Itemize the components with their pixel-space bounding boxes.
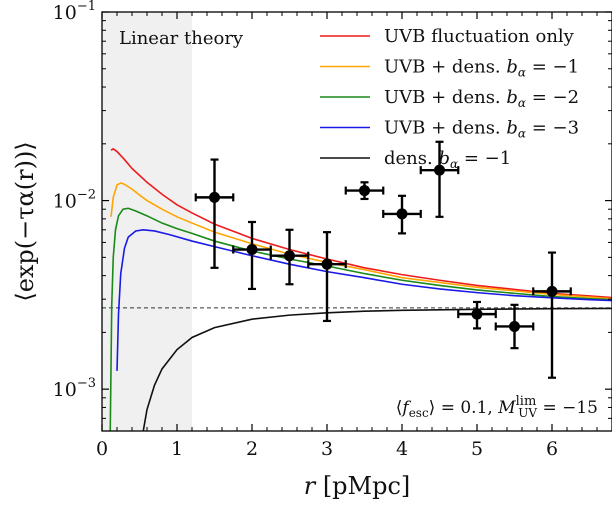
data-marker <box>209 191 220 203</box>
legend-label-1: UVB fluctuation only <box>384 26 575 47</box>
data-marker <box>546 285 558 297</box>
data-point-3 <box>269 228 310 286</box>
data-point-4 <box>307 231 347 323</box>
y-tick-label: 10−3 <box>53 376 96 401</box>
parameter-annotation: ⟨fesc⟩ = 0.1, Mlim UV = −15 <box>396 394 598 420</box>
data-point-6 <box>382 194 422 235</box>
series-line-5 <box>142 307 612 431</box>
legend-label-3: UVB + dens. bα = −2 <box>384 87 579 110</box>
data-marker <box>471 308 483 320</box>
x-axis-label: r [pMpc] <box>304 472 411 500</box>
x-tick-label: 0 <box>96 438 108 460</box>
x-tick-label: 3 <box>321 438 333 460</box>
legend: UVB fluctuation only UVB + dens. bα = −1 U… <box>320 26 579 171</box>
data-marker <box>509 320 520 332</box>
y-tick-label: 10−1 <box>53 0 96 24</box>
x-tick-label: 2 <box>246 438 258 460</box>
data-point-10 <box>532 251 572 379</box>
x-tick-label: 6 <box>546 438 558 460</box>
data-marker <box>359 185 370 197</box>
data-marker <box>246 244 258 256</box>
x-tick-label: 4 <box>396 438 408 460</box>
data-marker <box>284 250 295 262</box>
legend-label-4: UVB + dens. bα = −3 <box>384 118 579 141</box>
data-marker <box>396 208 408 220</box>
linear-theory-region <box>102 12 192 431</box>
legend-label-5: dens. bα = −1 <box>384 148 511 171</box>
data-point-7 <box>419 140 460 218</box>
series-line-1 <box>110 147 612 299</box>
legend-label-2: UVB + dens. bα = −1 <box>384 57 579 80</box>
data-marker <box>321 258 333 270</box>
y-axis-label: ⟨exp(−τα(r))⟩ <box>11 141 39 301</box>
data-marker <box>434 164 445 176</box>
data-point-1 <box>194 158 235 269</box>
x-tick-label: 5 <box>471 438 483 460</box>
x-tick-label: 1 <box>171 438 183 460</box>
data-point-5 <box>344 181 385 201</box>
linear-theory-label: Linear theory <box>119 28 244 49</box>
y-tick-label: 10−2 <box>53 188 96 213</box>
data-point-9 <box>494 303 535 350</box>
data-point-8 <box>457 300 497 330</box>
series-line-3 <box>109 207 612 431</box>
data-point-2 <box>232 220 272 291</box>
